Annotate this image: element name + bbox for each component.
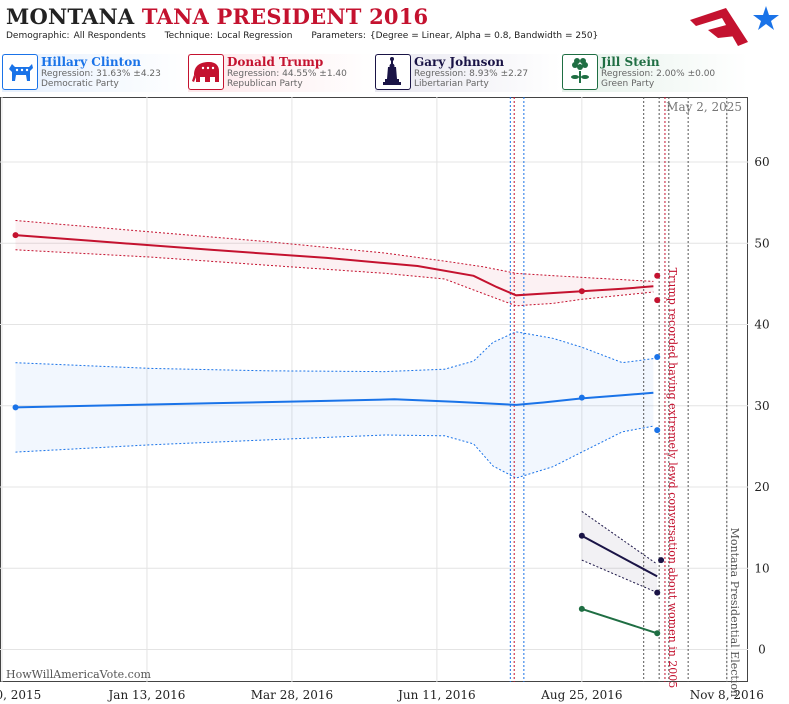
- parameters-line: Demographic: All Respondents Technique: Lo…: [6, 31, 598, 41]
- poll-point: [654, 589, 661, 596]
- x-tick-label: Mar 28, 2016: [251, 688, 333, 702]
- title-part-2: TANA PRESIDENT 2016: [141, 4, 429, 29]
- candidate-party: Republican Party: [227, 79, 303, 89]
- poll-point: [12, 232, 19, 239]
- watermark: HowWillAmericaVote.com: [6, 668, 151, 681]
- y-tick-label: 10: [754, 561, 769, 575]
- y-tick-label: 50: [754, 236, 769, 250]
- x-tick-label: Aug 25, 2016: [540, 688, 622, 702]
- demographic-value: All Respondents: [73, 31, 146, 41]
- poll-point: [654, 427, 661, 434]
- candidate-regression: Regression: 44.55% ±1.40: [227, 69, 347, 79]
- title-block: MONTANA TANA PRESIDENT 2016 Demographic:…: [6, 4, 598, 41]
- donkey-icon: [2, 54, 38, 90]
- candidate-regression: Regression: 2.00% ±0.00: [601, 69, 716, 79]
- poll-point: [578, 288, 585, 295]
- series-line: [581, 534, 658, 578]
- title-part-1: MONTANA: [6, 4, 135, 29]
- candidate-trump[interactable]: Donald Trump Regression: 44.55% ±1.40 Re…: [188, 54, 374, 92]
- x-tick-label: Nov 8, 2016: [690, 688, 764, 702]
- x-tick-label: Jun 11, 2016: [396, 688, 476, 702]
- page-title: MONTANA TANA PRESIDENT 2016: [6, 4, 598, 30]
- site-logo: [688, 2, 784, 50]
- annotation-election: Montana Presidential Election: [728, 528, 741, 697]
- parameters-label: Parameters:: [311, 31, 366, 41]
- poll-point: [654, 630, 661, 637]
- y-tick-label: 60: [754, 155, 769, 169]
- flower-icon: [562, 54, 598, 90]
- technique-label: Technique:: [164, 31, 214, 41]
- plot-area: [0, 97, 748, 682]
- band-lower-line: [15, 249, 654, 307]
- as-of-date: May 2, 2025: [666, 100, 742, 114]
- liberty-statue-icon: [375, 54, 411, 90]
- y-tick-label: 40: [754, 318, 769, 332]
- confidence-band: [581, 511, 658, 593]
- y-tick-label: 30: [754, 399, 769, 413]
- poll-point: [654, 297, 661, 304]
- parameters-value: {Degree = Linear, Alpha = 0.8, Bandwidth…: [369, 31, 599, 41]
- candidate-clinton[interactable]: Hillary Clinton Regression: 31.63% ±4.23…: [2, 54, 188, 92]
- series-line: [15, 234, 654, 297]
- candidate-name: Donald Trump: [227, 55, 324, 69]
- star-logo-icon: [690, 6, 779, 46]
- candidate-party: Green Party: [601, 79, 655, 89]
- poll-point: [12, 404, 19, 411]
- poll-point: [658, 557, 665, 564]
- poll-point: [654, 354, 661, 360]
- poll-point: [654, 272, 661, 279]
- y-tick-label: 20: [754, 480, 769, 494]
- candidate-stein[interactable]: Jill Stein Regression: 2.00% ±0.00 Green…: [562, 54, 748, 92]
- candidate-regression: Regression: 31.63% ±4.23: [41, 69, 161, 79]
- candidate-name: Jill Stein: [601, 55, 660, 69]
- series-line: [581, 607, 658, 635]
- candidate-name: Gary Johnson: [414, 55, 505, 69]
- y-tick-label: 0: [758, 643, 766, 657]
- candidate-name: Hillary Clinton: [41, 55, 141, 69]
- elephant-icon: [188, 54, 224, 90]
- confidence-band: [15, 220, 654, 306]
- x-tick-label: Jan 13, 2016: [106, 688, 185, 702]
- confidence-band: [15, 331, 654, 479]
- poll-point: [578, 532, 585, 539]
- candidate-legend: Hillary Clinton Regression: 31.63% ±4.23…: [0, 54, 789, 94]
- candidate-johnson[interactable]: Gary Johnson Regression: 8.93% ±2.27 Lib…: [375, 54, 561, 92]
- band-upper-line: [581, 510, 658, 565]
- annotation-trump-tape: Trump recorded having extremely lewd con…: [666, 268, 679, 689]
- band-lower-line: [581, 559, 658, 594]
- demographic-label: Demographic:: [6, 31, 70, 41]
- candidate-regression: Regression: 8.93% ±2.27: [414, 69, 529, 79]
- band-lower-line: [15, 425, 654, 479]
- x-tick-label: Oct 30, 2015: [0, 688, 41, 702]
- poll-point: [578, 605, 585, 612]
- candidate-party: Libertarian Party: [414, 79, 489, 89]
- band-upper-line: [15, 331, 654, 373]
- candidate-party: Democratic Party: [41, 79, 119, 89]
- poll-point: [578, 394, 585, 401]
- technique-value: Local Regression: [217, 31, 293, 41]
- series-line: [15, 391, 654, 409]
